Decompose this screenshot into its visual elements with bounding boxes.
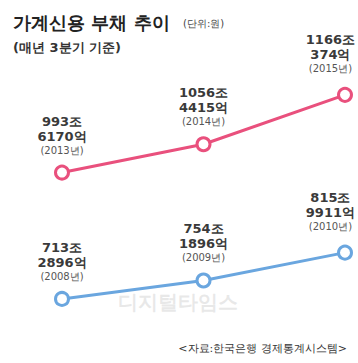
svg-text:9911억: 9911억 <box>306 205 355 220</box>
svg-text:디지털타임스: 디지털타임스 <box>118 290 238 314</box>
svg-text:754조: 754조 <box>183 221 223 236</box>
svg-text:(단위:원): (단위:원) <box>183 18 224 29</box>
svg-text:(2014년): (2014년) <box>182 116 225 127</box>
svg-text:1896억: 1896억 <box>179 236 228 251</box>
svg-text:374억: 374억 <box>310 47 350 62</box>
svg-text:(2008년): (2008년) <box>40 271 83 282</box>
svg-text:1166조: 1166조 <box>306 32 355 47</box>
svg-text:713조: 713조 <box>42 240 82 255</box>
svg-text:(2009년): (2009년) <box>182 252 225 263</box>
svg-text:(2015년): (2015년) <box>309 63 352 74</box>
svg-text:(매년 3분기 기준): (매년 3분기 기준) <box>13 40 121 55</box>
svg-text:가계신용 부채 추이: 가계신용 부채 추이 <box>13 12 170 33</box>
svg-text:815조: 815조 <box>310 190 350 205</box>
svg-text:(2013년): (2013년) <box>40 145 83 156</box>
svg-text:1056조: 1056조 <box>179 85 228 100</box>
svg-text:<자료:한국은행 경제통계시스템>: <자료:한국은행 경제통계시스템> <box>178 342 347 355</box>
svg-text:6170억: 6170억 <box>37 129 86 144</box>
svg-text:2896억: 2896억 <box>37 255 86 270</box>
svg-text:(2010년): (2010년) <box>309 221 352 232</box>
svg-text:993조: 993조 <box>42 114 82 129</box>
svg-text:4415억: 4415억 <box>179 100 228 115</box>
